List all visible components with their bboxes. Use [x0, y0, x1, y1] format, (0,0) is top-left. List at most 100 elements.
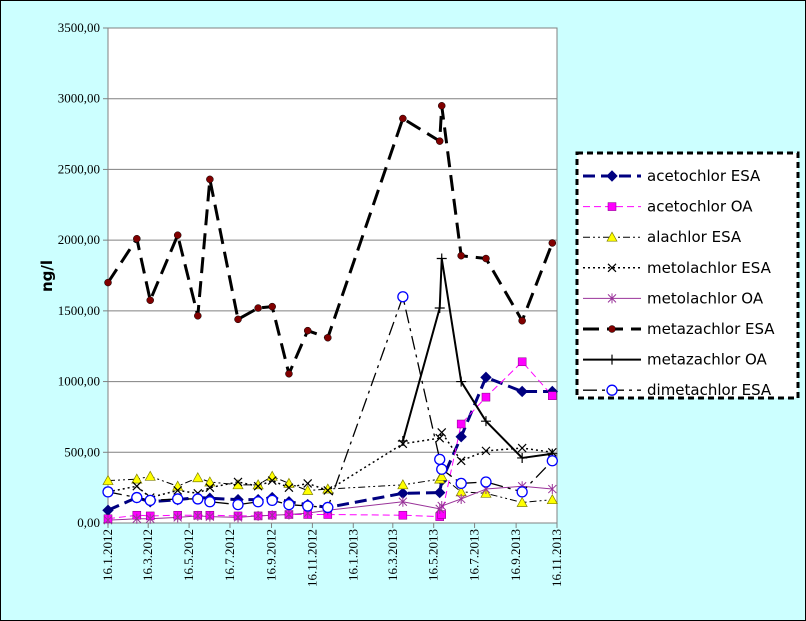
marker: [480, 476, 492, 488]
marker: [133, 234, 141, 243]
marker: [435, 137, 444, 145]
marker: [132, 513, 142, 524]
marker: [517, 452, 528, 463]
marker: [194, 312, 202, 320]
marker: [253, 510, 263, 521]
marker: [173, 512, 183, 523]
legend-label: metolachlor ESA: [647, 259, 772, 277]
marker: [435, 433, 445, 443]
marker: [204, 496, 216, 508]
marker: [548, 239, 557, 247]
marker: [205, 511, 215, 522]
marker: [205, 483, 215, 493]
marker: [481, 446, 491, 456]
marker: [437, 428, 447, 437]
legend-label: acetochlor OA: [647, 198, 753, 216]
marker: [437, 102, 446, 110]
marker: [268, 302, 276, 311]
marker: [303, 326, 312, 335]
marker: [322, 501, 334, 514]
marker: [254, 304, 262, 312]
marker: [517, 443, 527, 453]
marker: [437, 510, 446, 519]
marker: [397, 291, 409, 303]
marker: [606, 231, 618, 242]
marker: [131, 491, 143, 504]
marker: [434, 486, 446, 499]
marker: [516, 486, 528, 498]
legend-label: acetochlor ESA: [647, 167, 761, 185]
y-tick-label: 2000,00: [58, 232, 100, 247]
marker: [267, 476, 277, 485]
x-tick-label: 16.1.2012: [100, 529, 115, 581]
x-tick-label: 16.5.2012: [181, 529, 196, 581]
marker: [285, 370, 293, 378]
legend-label: dimetachlor ESA: [647, 381, 772, 399]
marker: [103, 515, 113, 526]
marker: [546, 493, 558, 505]
x-tick-label: 16.7.2013: [467, 529, 482, 581]
marker: [518, 317, 526, 325]
marker: [173, 231, 182, 239]
marker: [456, 456, 466, 466]
y-tick-label: 1500,00: [58, 303, 100, 318]
marker: [102, 474, 114, 485]
y-tick-label: 500,00: [64, 444, 100, 459]
y-tick-label: 3500,00: [58, 20, 100, 35]
marker: [455, 477, 467, 490]
marker: [606, 170, 618, 182]
marker: [607, 293, 617, 304]
marker: [607, 202, 617, 211]
marker: [516, 385, 528, 398]
marker: [144, 470, 156, 481]
marker: [606, 384, 618, 396]
marker: [302, 500, 314, 512]
x-tick-label: 16.1.2013: [345, 529, 360, 581]
legend-label: metazachlor ESA: [647, 320, 775, 338]
marker: [173, 486, 183, 495]
marker: [482, 254, 490, 263]
marker: [434, 303, 445, 314]
marker: [302, 484, 314, 495]
marker: [456, 493, 466, 504]
y-tick-label: 0,00: [77, 515, 100, 530]
marker: [204, 476, 216, 487]
marker: [455, 431, 467, 443]
marker: [397, 479, 409, 490]
x-tick-label: 16.9.2013: [508, 529, 523, 581]
marker: [206, 175, 214, 184]
marker: [252, 496, 264, 508]
marker: [232, 498, 244, 511]
y-tick-label: 1000,00: [58, 374, 100, 389]
marker: [233, 512, 243, 523]
marker: [145, 513, 155, 524]
marker: [457, 251, 465, 260]
legend-label: metazachlor OA: [647, 351, 768, 369]
y-tick-label: 3000,00: [58, 91, 100, 106]
marker: [234, 315, 242, 324]
marker: [607, 354, 617, 365]
marker: [102, 486, 114, 498]
x-tick-label: 16.9.2012: [264, 529, 279, 581]
marker: [434, 453, 446, 466]
marker: [397, 435, 408, 446]
marker: [516, 496, 528, 507]
marker: [284, 483, 294, 493]
marker: [456, 376, 467, 387]
marker: [283, 498, 295, 511]
x-tick-label: 16.5.2013: [426, 529, 441, 581]
y-axis-title: ng/l: [38, 260, 56, 292]
x-tick-label: 16.11.2013: [549, 529, 564, 587]
y-tick-label: 2500,00: [58, 161, 100, 176]
marker: [547, 484, 557, 495]
x-tick-label: 16.3.2012: [140, 529, 155, 581]
marker: [399, 114, 407, 123]
marker: [436, 470, 448, 481]
marker: [480, 371, 492, 384]
marker: [456, 419, 466, 429]
x-tick-label: 16.7.2012: [222, 529, 237, 581]
marker: [253, 481, 263, 491]
marker: [192, 493, 204, 505]
marker: [146, 296, 154, 304]
